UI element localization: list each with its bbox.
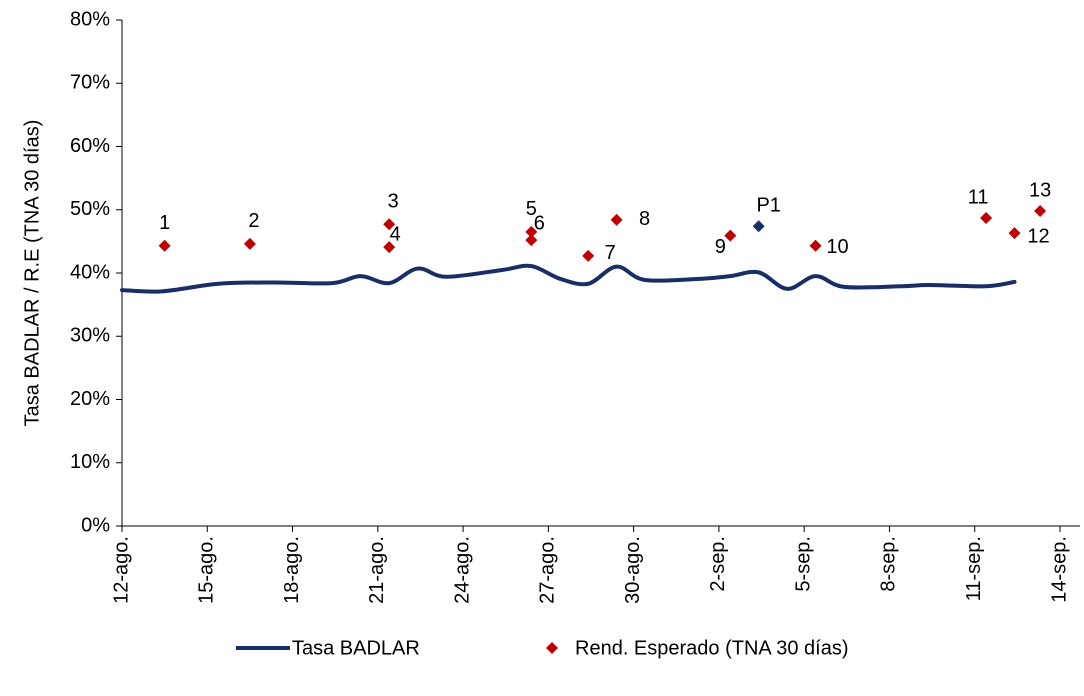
x-tick-label: 24-ago. <box>451 536 473 604</box>
x-tick-label: 30-ago. <box>622 536 644 604</box>
scatter-point <box>1008 227 1021 240</box>
line-series <box>120 263 1017 294</box>
x-tick-label: 11-sep. <box>963 536 985 601</box>
scatter-point <box>752 220 765 233</box>
x-tick-label: 27-ago. <box>537 536 559 604</box>
x-tick-label: 2-sep. <box>707 536 729 592</box>
point-label: 10 <box>826 236 848 258</box>
scatter-point <box>1034 205 1047 218</box>
point-label: 9 <box>715 236 726 258</box>
scatter-point <box>383 218 396 231</box>
legend-marker <box>546 642 558 654</box>
point-label: 7 <box>605 242 616 264</box>
y-tick-label: 50% <box>70 198 110 220</box>
point-label: 4 <box>390 223 401 245</box>
x-tick-label: 8-sep. <box>878 536 900 592</box>
y-tick-label: 80% <box>70 8 110 30</box>
x-tick-label: 5-sep. <box>792 536 814 592</box>
point-label: 6 <box>534 212 545 234</box>
point-label: 11 <box>968 186 989 208</box>
x-tick-label: 15-ago. <box>196 536 218 604</box>
y-tick-label: 60% <box>70 135 110 157</box>
point-label: 13 <box>1029 179 1051 201</box>
point-label: 1 <box>159 212 170 234</box>
y-tick-label: 0% <box>81 514 110 536</box>
scatter-point <box>158 239 171 252</box>
legend-label: Rend. Esperado (TNA 30 días) <box>575 637 848 659</box>
y-tick-label: 10% <box>70 451 110 473</box>
y-tick-label: 20% <box>70 388 110 410</box>
point-label: 8 <box>639 208 650 230</box>
scatter-point <box>525 225 538 238</box>
point-label: P1 <box>756 194 780 216</box>
x-tick-label: 14-sep. <box>1048 536 1070 603</box>
y-tick-label: 70% <box>70 72 110 94</box>
y-tick-label: 30% <box>70 325 110 347</box>
scatter-point <box>383 241 396 254</box>
y-tick-label: 40% <box>70 261 110 283</box>
scatter-point <box>243 237 256 250</box>
point-label: 5 <box>526 198 537 220</box>
point-label: 12 <box>1027 225 1049 247</box>
scatter-point <box>610 213 623 226</box>
scatter-point <box>525 234 538 247</box>
point-label: 2 <box>248 210 259 232</box>
scatter-point <box>724 229 737 242</box>
scatter-point <box>980 211 993 224</box>
point-label: 3 <box>388 191 399 213</box>
x-tick-label: 21-ago. <box>366 536 388 604</box>
x-tick-label: 18-ago. <box>281 536 303 604</box>
y-axis-label: Tasa BADLAR / R.E (TNA 30 días) <box>21 120 43 427</box>
legend-label: Tasa BADLAR <box>292 637 420 659</box>
scatter-point <box>582 249 595 262</box>
scatter-point <box>809 239 822 252</box>
x-tick-label: 12-ago. <box>110 536 132 604</box>
